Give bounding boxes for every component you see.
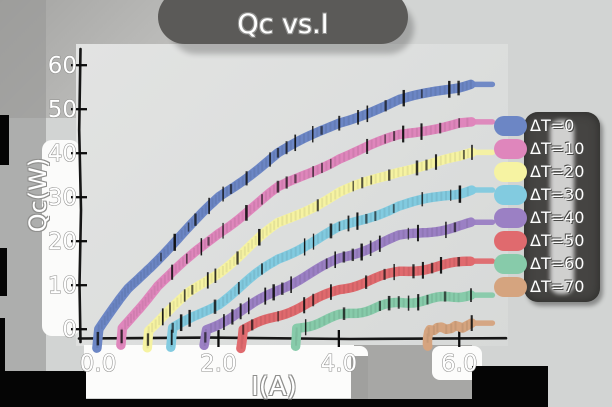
tick-labels: 0.0 2.0 4.0 6.0 0 10 20 30 40 50 60 (47, 53, 478, 378)
legend-swatch (494, 253, 527, 274)
legend-item: ΔT=30 (494, 183, 610, 206)
x-tick-label: 4.0 (321, 351, 358, 377)
legend-item: ΔT=70 (494, 275, 610, 298)
legend-item: ΔT=20 (494, 160, 610, 183)
y-tick-label: 40 (48, 141, 77, 167)
series-error-dashes (96, 80, 460, 346)
edge-artifact (0, 115, 9, 165)
legend-swatch (494, 207, 527, 228)
legend-swatch (494, 161, 527, 182)
x-tick-label: 0.0 (80, 351, 117, 377)
series-line-0 (92, 79, 496, 353)
y-tick-label: 30 (48, 185, 77, 211)
legend-item: ΔT=10 (494, 137, 610, 160)
series-line-4 (199, 217, 496, 351)
series-error-dashes (120, 118, 460, 344)
y-tick-label: 0 (62, 317, 77, 343)
series-line-3 (166, 185, 496, 352)
y-axis-label: Qc(W) (24, 157, 52, 233)
legend-label: ΔT=70 (530, 277, 585, 296)
tick-marks (71, 64, 461, 347)
edge-artifact-bottom-bar (0, 399, 548, 407)
series-error-dashes (146, 144, 473, 346)
x-tick-labels-background (84, 345, 356, 398)
legend-swatch (494, 276, 527, 297)
y-tick-labels-background (42, 140, 80, 336)
legend-highlight (550, 120, 574, 294)
edge-artifact (0, 248, 7, 296)
legend-label: ΔT=60 (530, 254, 585, 273)
legend-label: ΔT=50 (530, 231, 585, 250)
y-tick-label: 60 (48, 53, 77, 79)
x-tick-label: 2.0 (200, 351, 237, 377)
background-shading-left-column (0, 0, 46, 374)
title-background (158, 0, 408, 44)
chart-title: Qc vs.I (237, 9, 329, 40)
y-tick-label: 20 (48, 229, 77, 255)
legend-item: ΔT=40 (494, 206, 610, 229)
series-error-dashes (170, 185, 462, 346)
series-line-2 (142, 144, 496, 353)
legend-label: ΔT=10 (530, 139, 585, 158)
edge-artifact (0, 318, 5, 378)
legend-label: ΔT=0 (530, 116, 575, 135)
x-tick-label: 6.0 (441, 351, 478, 377)
series-line-5 (236, 256, 496, 354)
series-error-dashes (304, 288, 472, 336)
series-texture-stripes (96, 79, 472, 348)
x-axis-label: I(A) (251, 372, 297, 402)
y-tick-label: 50 (48, 97, 77, 123)
legend-label: ΔT=20 (530, 162, 585, 181)
legend-item: ΔT=50 (494, 229, 610, 252)
legend-swatch (494, 115, 527, 136)
legend-label: ΔT=30 (530, 185, 585, 204)
legend-swatch (494, 138, 527, 159)
legend: ΔT=0 ΔT=10 ΔT=20 ΔT=30 ΔT=40 ΔT=50 ΔT=60 ΔT=70 (494, 114, 610, 298)
series-line-7 (422, 315, 496, 351)
legend-label: ΔT=40 (530, 208, 585, 227)
legend-swatch (494, 184, 527, 205)
series-error-dashes (242, 257, 461, 335)
series-error-dashes (204, 221, 457, 343)
series-line-1 (116, 117, 496, 350)
edge-artifact-bottom-right (472, 366, 548, 407)
y-tick-label: 10 (48, 273, 77, 299)
series-line-6 (290, 288, 496, 351)
background-shading-column (351, 356, 368, 407)
legend-item: ΔT=60 (494, 252, 610, 275)
legend-item: ΔT=0 (494, 114, 610, 137)
legend-swatch (494, 230, 527, 251)
